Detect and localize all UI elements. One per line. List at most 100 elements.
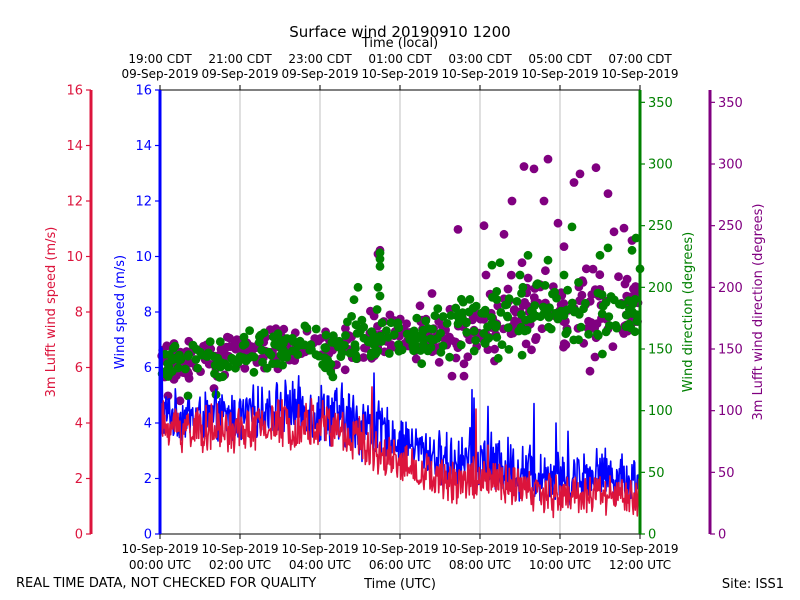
- wind-direction-point: [487, 260, 497, 270]
- wind-direction-point: [504, 294, 514, 303]
- wind-direction-point: [445, 352, 454, 362]
- lufft-direction-point: [506, 270, 516, 280]
- wind-direction-point: [533, 279, 542, 288]
- wind-direction-point: [193, 363, 203, 373]
- x-tick-date: 10-Sep-2019: [361, 542, 438, 556]
- top-tick-date: 10-Sep-2019: [361, 67, 438, 81]
- direction-axis-tick-label: 350: [648, 96, 673, 111]
- wind-direction-point: [528, 313, 537, 323]
- wind-direction-point: [522, 325, 532, 335]
- lufft-direction-point: [509, 305, 519, 315]
- lufft-direction-point: [415, 301, 425, 311]
- wind-direction-point: [595, 250, 605, 260]
- speed-axis-tick-label: 14: [135, 139, 152, 154]
- wind-direction-point: [451, 303, 461, 313]
- lufft-direction-point: [537, 324, 547, 334]
- wind-direction-point: [180, 364, 190, 374]
- top-tick-time: 07:00 CDT: [608, 52, 672, 66]
- wind-direction-point: [184, 350, 194, 360]
- lufft-direction-point: [507, 196, 517, 206]
- wind-direction-point: [173, 363, 183, 373]
- lufft-direction-point: [510, 316, 519, 326]
- wind-direction-point: [382, 326, 391, 336]
- wind-direction-point: [351, 354, 361, 363]
- wind-direction-point: [351, 343, 360, 353]
- lufft-direction-point: [561, 340, 571, 350]
- wind-direction-point: [517, 350, 527, 360]
- wind-direction-point: [164, 362, 174, 372]
- lufft-direction-point: [539, 196, 549, 206]
- lufft-direction-point: [451, 353, 461, 363]
- speed-axis-tick-label: 0: [144, 528, 152, 543]
- speed-axis-tick-label: 6: [144, 361, 152, 376]
- x-tick-date: 10-Sep-2019: [201, 542, 278, 556]
- lufft-direction-point: [619, 329, 629, 338]
- wind-direction-point: [343, 317, 352, 327]
- wind-direction-point: [601, 327, 611, 337]
- wind-direction-point: [349, 295, 359, 305]
- wind-direction-point: [615, 299, 624, 309]
- wind-direction-point: [183, 391, 193, 401]
- wind-direction-point: [256, 330, 266, 340]
- wind-direction-point: [543, 255, 553, 265]
- wind-direction-point: [249, 367, 259, 377]
- wind-direction-point: [197, 350, 207, 360]
- wind-direction-point: [231, 363, 240, 373]
- wind-direction-point: [170, 341, 180, 351]
- wind-direction-point: [465, 295, 475, 304]
- lufft-direction-point: [240, 364, 250, 373]
- wind-direction-point: [215, 372, 224, 382]
- wind-direction-point: [359, 322, 369, 332]
- wind-direction-point: [548, 289, 557, 299]
- wind-direction-point: [412, 313, 422, 323]
- axes: 0 2 4 6 8 10 12 14 16 0 2 4 6 8 10 12 14 16 0 50 100 150 200 25…: [66, 52, 742, 572]
- direction-axis-tick-label: 150: [648, 343, 673, 358]
- wind-direction-point: [377, 318, 387, 328]
- lufft-direction-point: [531, 335, 540, 344]
- wind-direction-point: [239, 332, 249, 342]
- wind-direction-point: [593, 331, 603, 340]
- lufft-speed-axis-tick-label: 10: [66, 250, 83, 265]
- top-tick-time: 01:00 CDT: [368, 52, 432, 66]
- wind-direction-point: [279, 346, 288, 355]
- wind-direction-point: [215, 337, 225, 347]
- wind-direction-point: [514, 326, 524, 336]
- lufft-direction-point: [359, 353, 368, 362]
- wind-direction-point: [414, 331, 424, 341]
- wind-direction-point: [245, 326, 255, 335]
- wind-direction-point: [597, 290, 607, 300]
- lufft-direction-axis-tick-label: 0: [718, 528, 726, 543]
- wind-direction-point: [471, 301, 481, 311]
- speed-axis-label: Wind speed (m/s): [113, 255, 128, 369]
- wind-direction-point: [375, 291, 385, 301]
- wind-direction-point: [321, 330, 331, 340]
- lufft-direction-point: [340, 365, 350, 375]
- wind-direction-point: [373, 282, 383, 292]
- wind-direction-point: [512, 297, 522, 306]
- chart-title: Surface wind 20190910 1200: [289, 23, 510, 41]
- wind-direction-point: [428, 324, 437, 334]
- wind-direction-point: [384, 349, 394, 358]
- wind-direction-point: [492, 333, 502, 342]
- lufft-speed-line: [159, 386, 641, 519]
- wind-direction-point: [293, 341, 303, 351]
- lufft-direction-axis-tick-label: 200: [718, 281, 743, 296]
- wind-direction-point: [357, 315, 367, 325]
- lufft-direction-point: [609, 227, 619, 237]
- x-tick-date: 10-Sep-2019: [441, 542, 518, 556]
- x-tick-time: 06:00 UTC: [369, 558, 431, 572]
- x-tick-date: 10-Sep-2019: [121, 542, 198, 556]
- wind-direction-point: [328, 372, 338, 382]
- wind-direction-point: [624, 319, 634, 329]
- wind-direction-point: [359, 333, 369, 343]
- wind-direction-point: [278, 360, 287, 370]
- wind-direction-point: [438, 312, 448, 321]
- wind-direction-point: [515, 270, 525, 280]
- speed-axis-tick-label: 10: [135, 250, 152, 265]
- lufft-direction-axis-label: 3m Lufft wind direction (degrees): [751, 204, 766, 421]
- x-tick-time: 08:00 UTC: [449, 558, 511, 572]
- wind-direction-point: [430, 311, 440, 321]
- lufft-speed-axis-tick-label: 4: [75, 417, 83, 432]
- lufft-direction-point: [402, 319, 411, 329]
- lufft-direction-point: [517, 258, 527, 268]
